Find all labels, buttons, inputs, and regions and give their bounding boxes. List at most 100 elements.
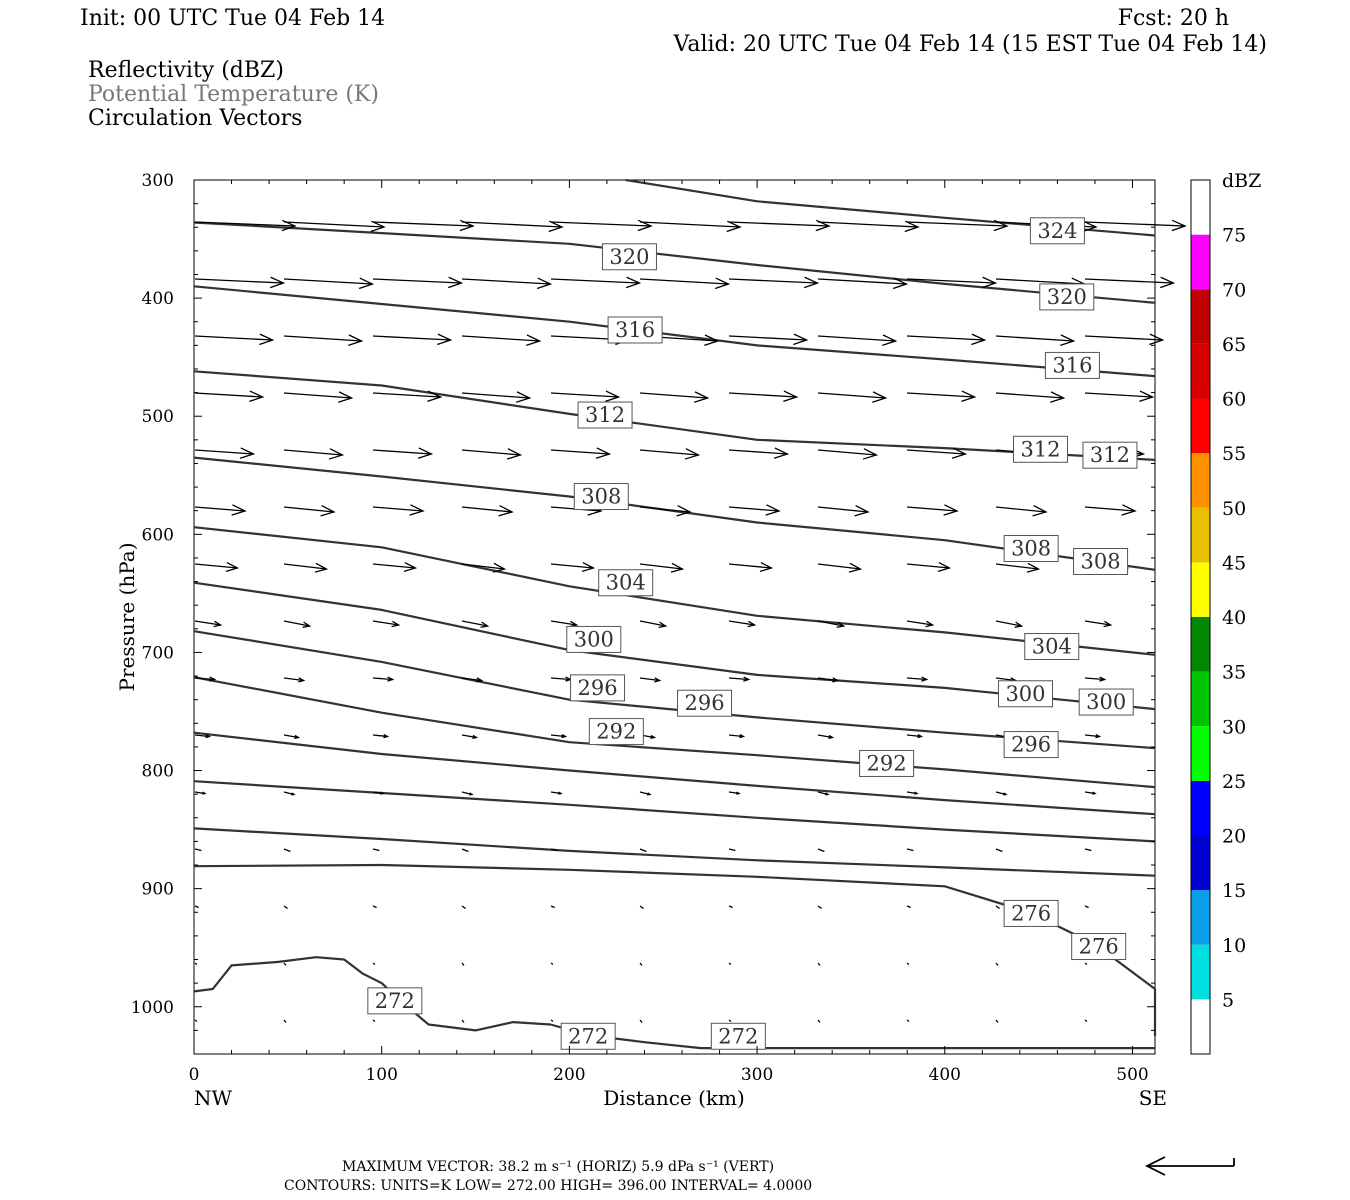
contour-label-text: 300 (1086, 690, 1126, 714)
contour-label: 312 (1082, 441, 1138, 469)
y-tick-label: 400 (142, 289, 174, 309)
vector-arrow (283, 848, 291, 853)
y-tick-label: 600 (142, 525, 174, 545)
vector-arrow (728, 1019, 732, 1023)
vector-arrow (728, 791, 741, 795)
y-axis-ticks: 300 400 500 600 700 800 900 1000 (131, 171, 1155, 1031)
contour-label: 316 (1044, 351, 1100, 379)
vector-arrow (194, 620, 223, 628)
field-reflectivity: Reflectivity (dBZ) (88, 58, 284, 83)
valid-time: Valid: 20 UTC Tue 04 Feb 14 (15 EST Tue … (672, 32, 1267, 57)
dbz-color-bar: 5 10 15 20 25 30 35 40 45 50 55 60 65 70 75 (1190, 179, 1246, 1055)
vector-arrow (372, 734, 390, 739)
contour-label: 304 (598, 569, 654, 597)
y-tick-label: 300 (142, 171, 174, 191)
vector-arrow (194, 447, 256, 459)
field-circulation-vectors: Circulation Vectors (88, 106, 302, 131)
contour-label-text: 292 (596, 720, 636, 744)
vector-arrow (372, 962, 376, 966)
vector-arrow (283, 220, 386, 233)
contour-label-text: 312 (585, 403, 625, 427)
vector-arrow (906, 620, 935, 628)
contour-label-text: 296 (684, 691, 724, 715)
colorbar-segment (1191, 835, 1210, 891)
vector-arrow (906, 333, 987, 346)
vector-arrow (728, 562, 774, 572)
vector-arrow (372, 676, 395, 682)
vector-arrow (817, 620, 846, 628)
vector-arrow (372, 504, 425, 516)
forecast-hour: Fcst: 20 h (1118, 6, 1229, 31)
contour-label-text: 272 (718, 1024, 758, 1048)
y-tick-label: 1000 (131, 998, 174, 1018)
vector-arrow (639, 620, 668, 628)
vector-arrow (817, 391, 888, 403)
vector-arrow (906, 848, 914, 852)
theta-contour-276 (193, 863, 1157, 1037)
colorbar-segment (1191, 234, 1210, 290)
vector-arrow (550, 1019, 554, 1023)
vector-arrow (817, 848, 825, 853)
contour-label-text: 308 (1081, 549, 1121, 573)
vector-arrow (728, 447, 790, 459)
x-axis-ticks: 0 100 200 300 400 500 (189, 180, 1149, 1085)
contour-label-text: 272 (375, 989, 415, 1013)
vector-arrow (1084, 734, 1102, 739)
contour-label-text: 324 (1037, 219, 1077, 243)
vector-arrow (817, 1019, 821, 1023)
vector-arrow (1084, 962, 1088, 966)
colorbar-segment (1191, 890, 1210, 945)
vector-arrow (550, 734, 568, 739)
contour-label-text: 300 (1005, 682, 1045, 706)
x-tick-label: 0 (189, 1065, 200, 1085)
colorbar-label: 70 (1222, 279, 1246, 301)
vector-arrow (995, 562, 1041, 573)
contour-labels: 324 320 320 316 316 312 312 312 308 308 308 304 304 3… (367, 217, 1138, 1050)
vector-arrow (550, 791, 563, 795)
vector-arrow (1084, 390, 1155, 403)
vector-arrow (817, 734, 835, 739)
contour-label-text: 308 (581, 485, 621, 509)
contour-label: 320 (1039, 283, 1095, 311)
contour-label: 272 (560, 1022, 616, 1050)
contour-label: 300 (997, 680, 1053, 708)
vector-arrow (461, 620, 490, 628)
colorbar-segment (1191, 398, 1210, 454)
vector-arrow (906, 390, 977, 403)
vector-arrow (906, 905, 911, 909)
vector-arrow (817, 791, 830, 796)
vector-arrow (194, 562, 240, 572)
vector-arrow (550, 848, 558, 852)
vector-arrow (639, 504, 692, 517)
colorbar-label: 15 (1222, 880, 1246, 902)
vector-arrow (639, 391, 710, 403)
vector-arrow (461, 220, 564, 233)
plot-frame (193, 179, 1156, 1055)
vector-arrow (372, 276, 464, 289)
contour-label-text: 292 (867, 751, 907, 775)
theta-contour-288 (193, 731, 1156, 816)
vector-arrow (283, 677, 306, 683)
vector-arrow (995, 391, 1066, 403)
colorbar-segment (1191, 671, 1210, 727)
vector-arrow (906, 962, 910, 966)
vector-arrow (194, 734, 212, 739)
vector-arrow (283, 334, 364, 346)
vector-arrow (817, 448, 879, 460)
vector-arrow (1084, 848, 1092, 852)
vector-arrow (283, 734, 301, 739)
vector-arrow (550, 276, 642, 289)
vector-arrow (461, 677, 484, 683)
vector-arrow (995, 504, 1048, 517)
vector-arrow (461, 848, 469, 853)
contour-label: 312 (577, 401, 633, 429)
vector-arrow (550, 562, 596, 572)
colorbar-segment (1191, 780, 1210, 836)
theta-contour-312 (193, 370, 1156, 461)
vector-arrow (1084, 333, 1165, 346)
colorbar-segment (1191, 562, 1210, 617)
theta-contour-320 (193, 221, 1156, 304)
vector-arrow (639, 905, 644, 910)
contour-label-text: 316 (1052, 353, 1092, 377)
colorbar-segment (1191, 726, 1210, 781)
